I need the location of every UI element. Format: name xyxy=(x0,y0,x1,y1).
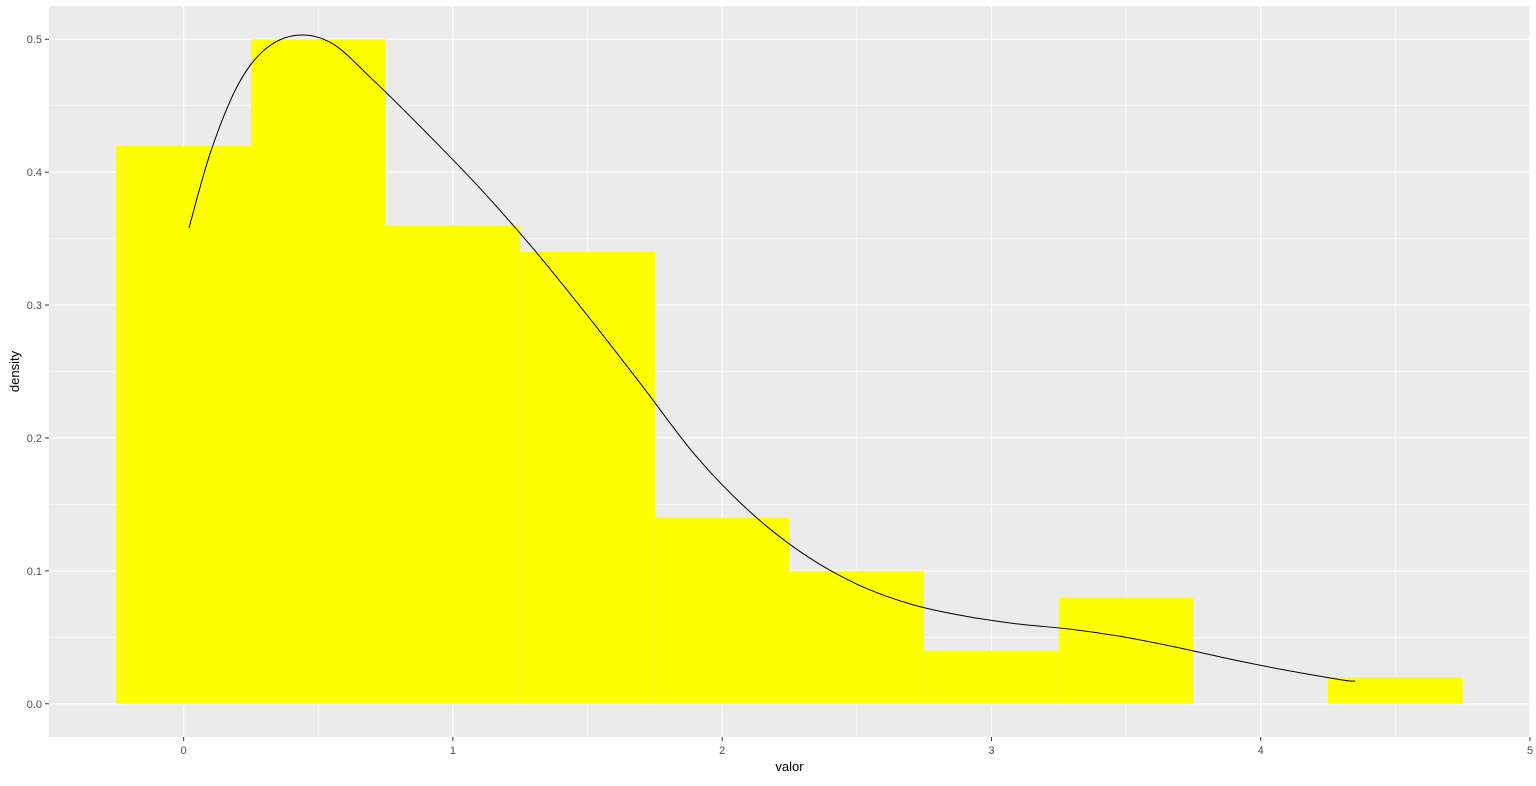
y-tick-label: 0.3 xyxy=(27,300,42,312)
y-tick-label: 0.2 xyxy=(27,433,42,445)
y-tick-label: 0.0 xyxy=(27,699,42,711)
density-curve xyxy=(188,34,1356,682)
y-tick-label: 0.4 xyxy=(27,167,42,179)
histogram-bars xyxy=(116,39,1463,704)
x-tick-label: 1 xyxy=(450,745,456,757)
x-tick-label: 5 xyxy=(1527,745,1533,757)
y-tick-label: 0.1 xyxy=(27,566,42,578)
histogram-bar-8 xyxy=(1058,597,1194,704)
y-axis-title: density xyxy=(7,350,22,392)
histogram-bar-7 xyxy=(924,650,1059,704)
histogram-bar-3 xyxy=(385,225,521,704)
x-tick-label: 4 xyxy=(1258,745,1264,757)
x-axis-title: valor xyxy=(775,759,804,774)
histogram-bar-5 xyxy=(654,517,790,704)
histogram-bar-4 xyxy=(520,251,655,704)
histogram-bar-1 xyxy=(116,145,251,704)
y-axis-ticks: 0.0 0.1 0.2 0.3 0.4 0.5 xyxy=(27,34,49,711)
x-axis-ticks: 0 1 2 3 4 5 xyxy=(181,737,1533,757)
histogram-bar-10 xyxy=(1328,677,1463,704)
x-tick-label: 0 xyxy=(181,745,187,757)
y-tick-label: 0.5 xyxy=(27,34,42,46)
histogram-bar-2 xyxy=(250,39,386,704)
histogram-bar-6 xyxy=(789,570,925,704)
x-tick-label: 2 xyxy=(719,745,725,757)
x-tick-label: 3 xyxy=(988,745,994,757)
